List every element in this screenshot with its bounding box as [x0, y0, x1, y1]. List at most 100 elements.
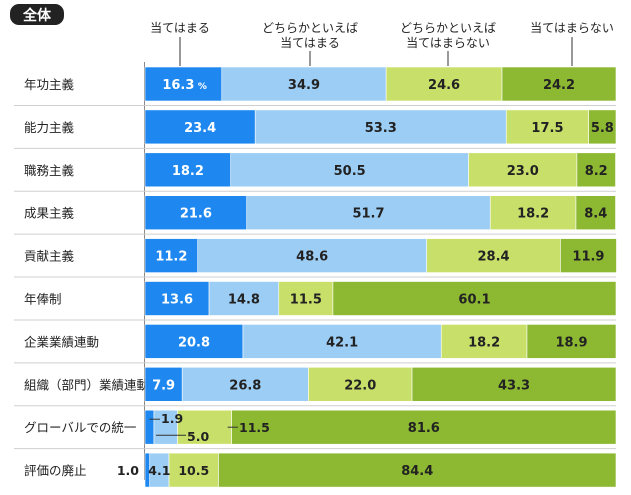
value-label: 14.8: [228, 293, 260, 308]
bar-segment: [308, 366, 413, 402]
bar-segment: [242, 324, 442, 359]
category-label: 年俸制: [24, 292, 62, 307]
value-label: 18.9: [555, 335, 587, 350]
bar-rows: 年功主義 16.3% 34.9 24.6 24.2 能力主義 23.4 53.3 17.5 5.8…: [14, 66, 617, 488]
bar-segment: [575, 195, 616, 230]
bar-segment: [231, 409, 617, 445]
bar-segment: [144, 109, 256, 145]
bar-segment: [246, 195, 491, 230]
value-label: 20.8: [178, 335, 210, 350]
bar-segment: [489, 195, 577, 230]
category-label: 職務主義: [24, 163, 75, 178]
value-label: 21.6: [180, 207, 212, 222]
bar-segment: [576, 152, 616, 188]
value-label: 4.1: [148, 463, 170, 478]
value-label: 28.4: [478, 250, 510, 265]
bar-segment: [526, 324, 617, 359]
bar-segment: [440, 324, 528, 359]
value-label: 8.4: [584, 207, 607, 222]
value-label: 8.2: [585, 164, 608, 179]
bar-row-2: 能力主義 23.4 53.3 17.5 5.8: [14, 109, 617, 149]
bar-segment: [197, 238, 427, 273]
value-label: 43.3: [498, 378, 530, 393]
value-label: 26.8: [229, 378, 261, 393]
value-label: 34.9: [288, 78, 320, 93]
value-label: 24.2: [543, 78, 575, 93]
legend-label-3: どちらかといえば: [400, 21, 496, 35]
bar-row-1: 年功主義 16.3% 34.9 24.6 24.2: [14, 66, 617, 106]
bar-row-10: 評価の廃止 1.0 4.1 10.5 84.4: [24, 452, 617, 488]
bar-segment: [501, 66, 617, 102]
bar-segment: [144, 366, 183, 402]
legend-label-1: 当てはまる: [150, 21, 210, 35]
bar-row-6: 年俸制 13.6 14.8 11.5 60.1: [14, 281, 617, 321]
value-label: 13.6: [161, 293, 193, 308]
value-label: 50.5: [334, 164, 366, 179]
bar-segment: [168, 452, 219, 488]
bar-segment: [144, 238, 199, 273]
bar-segment: [426, 238, 561, 273]
value-label: 23.0: [507, 164, 539, 179]
percent-unit: %: [198, 82, 207, 92]
bar-row-5: 貢献主義 11.2 48.6 28.4 11.9: [14, 238, 617, 278]
bar-segment: [181, 366, 309, 402]
bar-segment: [332, 281, 617, 316]
bar-segment: [144, 152, 232, 188]
value-label: 17.5: [531, 121, 563, 136]
bar-segment: [144, 195, 248, 230]
bar-row-7: 企業業績連動 20.8 42.1 18.2 18.9: [14, 324, 617, 364]
value-label: 7.9: [152, 378, 175, 393]
category-label: 年功主義: [24, 77, 75, 92]
category-label: 成果主義: [24, 206, 75, 221]
badge-label: 全体: [22, 7, 52, 24]
value-label: 53.3: [365, 121, 397, 136]
badge: 全体: [10, 4, 64, 25]
value-label: 48.6: [296, 250, 328, 265]
value-label: 5.0: [187, 429, 209, 444]
value-label: 1.0: [117, 463, 139, 478]
value-label: 5.8: [591, 121, 614, 136]
bar-segment: [177, 409, 232, 445]
bar-segment: [208, 281, 280, 316]
value-label: 60.1: [458, 293, 490, 308]
legend-label-2: どちらかといえば: [262, 21, 358, 35]
value-label: 1.9: [161, 411, 183, 426]
bar-segment: [560, 238, 617, 273]
value-label: 84.4: [401, 464, 433, 479]
category-label: 企業業績連動: [24, 334, 99, 349]
value-label: 16.3: [162, 78, 194, 93]
bar-segment: [230, 152, 469, 188]
bar-segment: [385, 66, 503, 102]
bar-segment: [144, 324, 244, 359]
category-label: 貢献主義: [24, 249, 75, 264]
bar-row-4: 成果主義 21.6 51.7 18.2 8.4: [14, 195, 616, 235]
legend-label-3-line2: 当てはまらない: [406, 36, 490, 50]
legend-label-4: 当てはまらない: [530, 21, 614, 35]
value-label: 23.4: [184, 121, 216, 136]
value-label: 11.5: [239, 420, 270, 435]
value-label: 81.6: [408, 421, 440, 436]
bar-segment: [505, 109, 589, 145]
value-label: 18.2: [172, 164, 204, 179]
bar-segment: [468, 152, 578, 188]
bar-row-3: 職務主義 18.2 50.5 23.0 8.2: [14, 152, 616, 192]
bar-row-8: 組織（部門）業績連動 7.9 26.8 22.0 43.3: [14, 366, 617, 407]
bar-segment: [221, 66, 387, 102]
bar-segment: [411, 366, 617, 402]
value-label: 11.2: [155, 250, 187, 265]
bar-segment: [588, 109, 617, 145]
value-label: 24.6: [428, 78, 460, 93]
bar-row-9: グローバルでの統一 1.9 5.0 11.5 81.6: [14, 409, 617, 450]
value-label: 51.7: [352, 207, 384, 222]
value-label: 18.2: [468, 335, 500, 350]
legend-label-2-line2: 当てはまる: [280, 36, 340, 50]
value-label: 11.5: [290, 293, 322, 308]
value-label: 11.9: [572, 250, 604, 265]
value-label: 22.0: [344, 378, 376, 393]
value-label: 10.5: [178, 463, 209, 478]
category-label: グローバルでの統一: [24, 420, 136, 435]
bar-segment: [144, 281, 210, 316]
bar-segment: [254, 109, 507, 145]
